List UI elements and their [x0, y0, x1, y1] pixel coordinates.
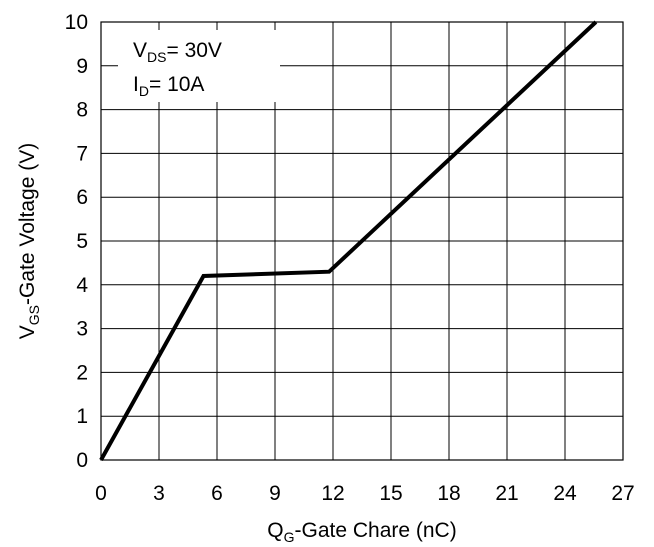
- y-tick-label-5: 5: [76, 230, 88, 253]
- series-line-0: [99, 20, 598, 461]
- x-tick-labels: 0 3 6 9 12 15 18 21 24 27: [95, 482, 635, 505]
- x-tick-label-4: 12: [321, 482, 344, 505]
- x-axis-title: QG-Gate Chare (nC): [267, 519, 456, 545]
- x-tick-label-0: 0: [95, 482, 107, 505]
- y-tick-label-6: 6: [76, 186, 88, 209]
- y-tick-label-4: 4: [76, 274, 88, 297]
- x-tick-label-7: 21: [495, 482, 518, 505]
- y-tick-labels: 0 1 2 3 4 5 6 7 8 9 10: [65, 11, 89, 472]
- plot-frame: [100, 21, 624, 461]
- x-tick-label-9: 27: [611, 482, 634, 505]
- y-tick-label-9: 9: [76, 55, 88, 78]
- plot-border: [100, 21, 624, 461]
- x-tick-label-1: 3: [153, 482, 165, 505]
- x-tick-label-3: 9: [269, 482, 281, 505]
- annotation-background: [118, 30, 280, 102]
- series-group: [99, 20, 598, 461]
- annotation-vds: VDS= 30V: [133, 39, 222, 65]
- x-tick-label-8: 24: [553, 482, 577, 505]
- y-tick-label-3: 3: [76, 318, 88, 341]
- y-tick-label-7: 7: [76, 142, 88, 165]
- y-tick-label-0: 0: [76, 449, 88, 472]
- annotation-id: ID= 10A: [133, 73, 204, 99]
- y-tick-label-2: 2: [76, 361, 88, 384]
- y-tick-label-1: 1: [76, 405, 88, 428]
- x-tick-label-2: 6: [211, 482, 223, 505]
- x-tick-label-6: 18: [437, 482, 460, 505]
- y-axis-title: VGS-Gate Voltage (V): [16, 143, 42, 340]
- x-tick-label-5: 15: [379, 482, 402, 505]
- y-tick-label-8: 8: [76, 99, 88, 122]
- y-tick-label-10: 10: [65, 11, 88, 34]
